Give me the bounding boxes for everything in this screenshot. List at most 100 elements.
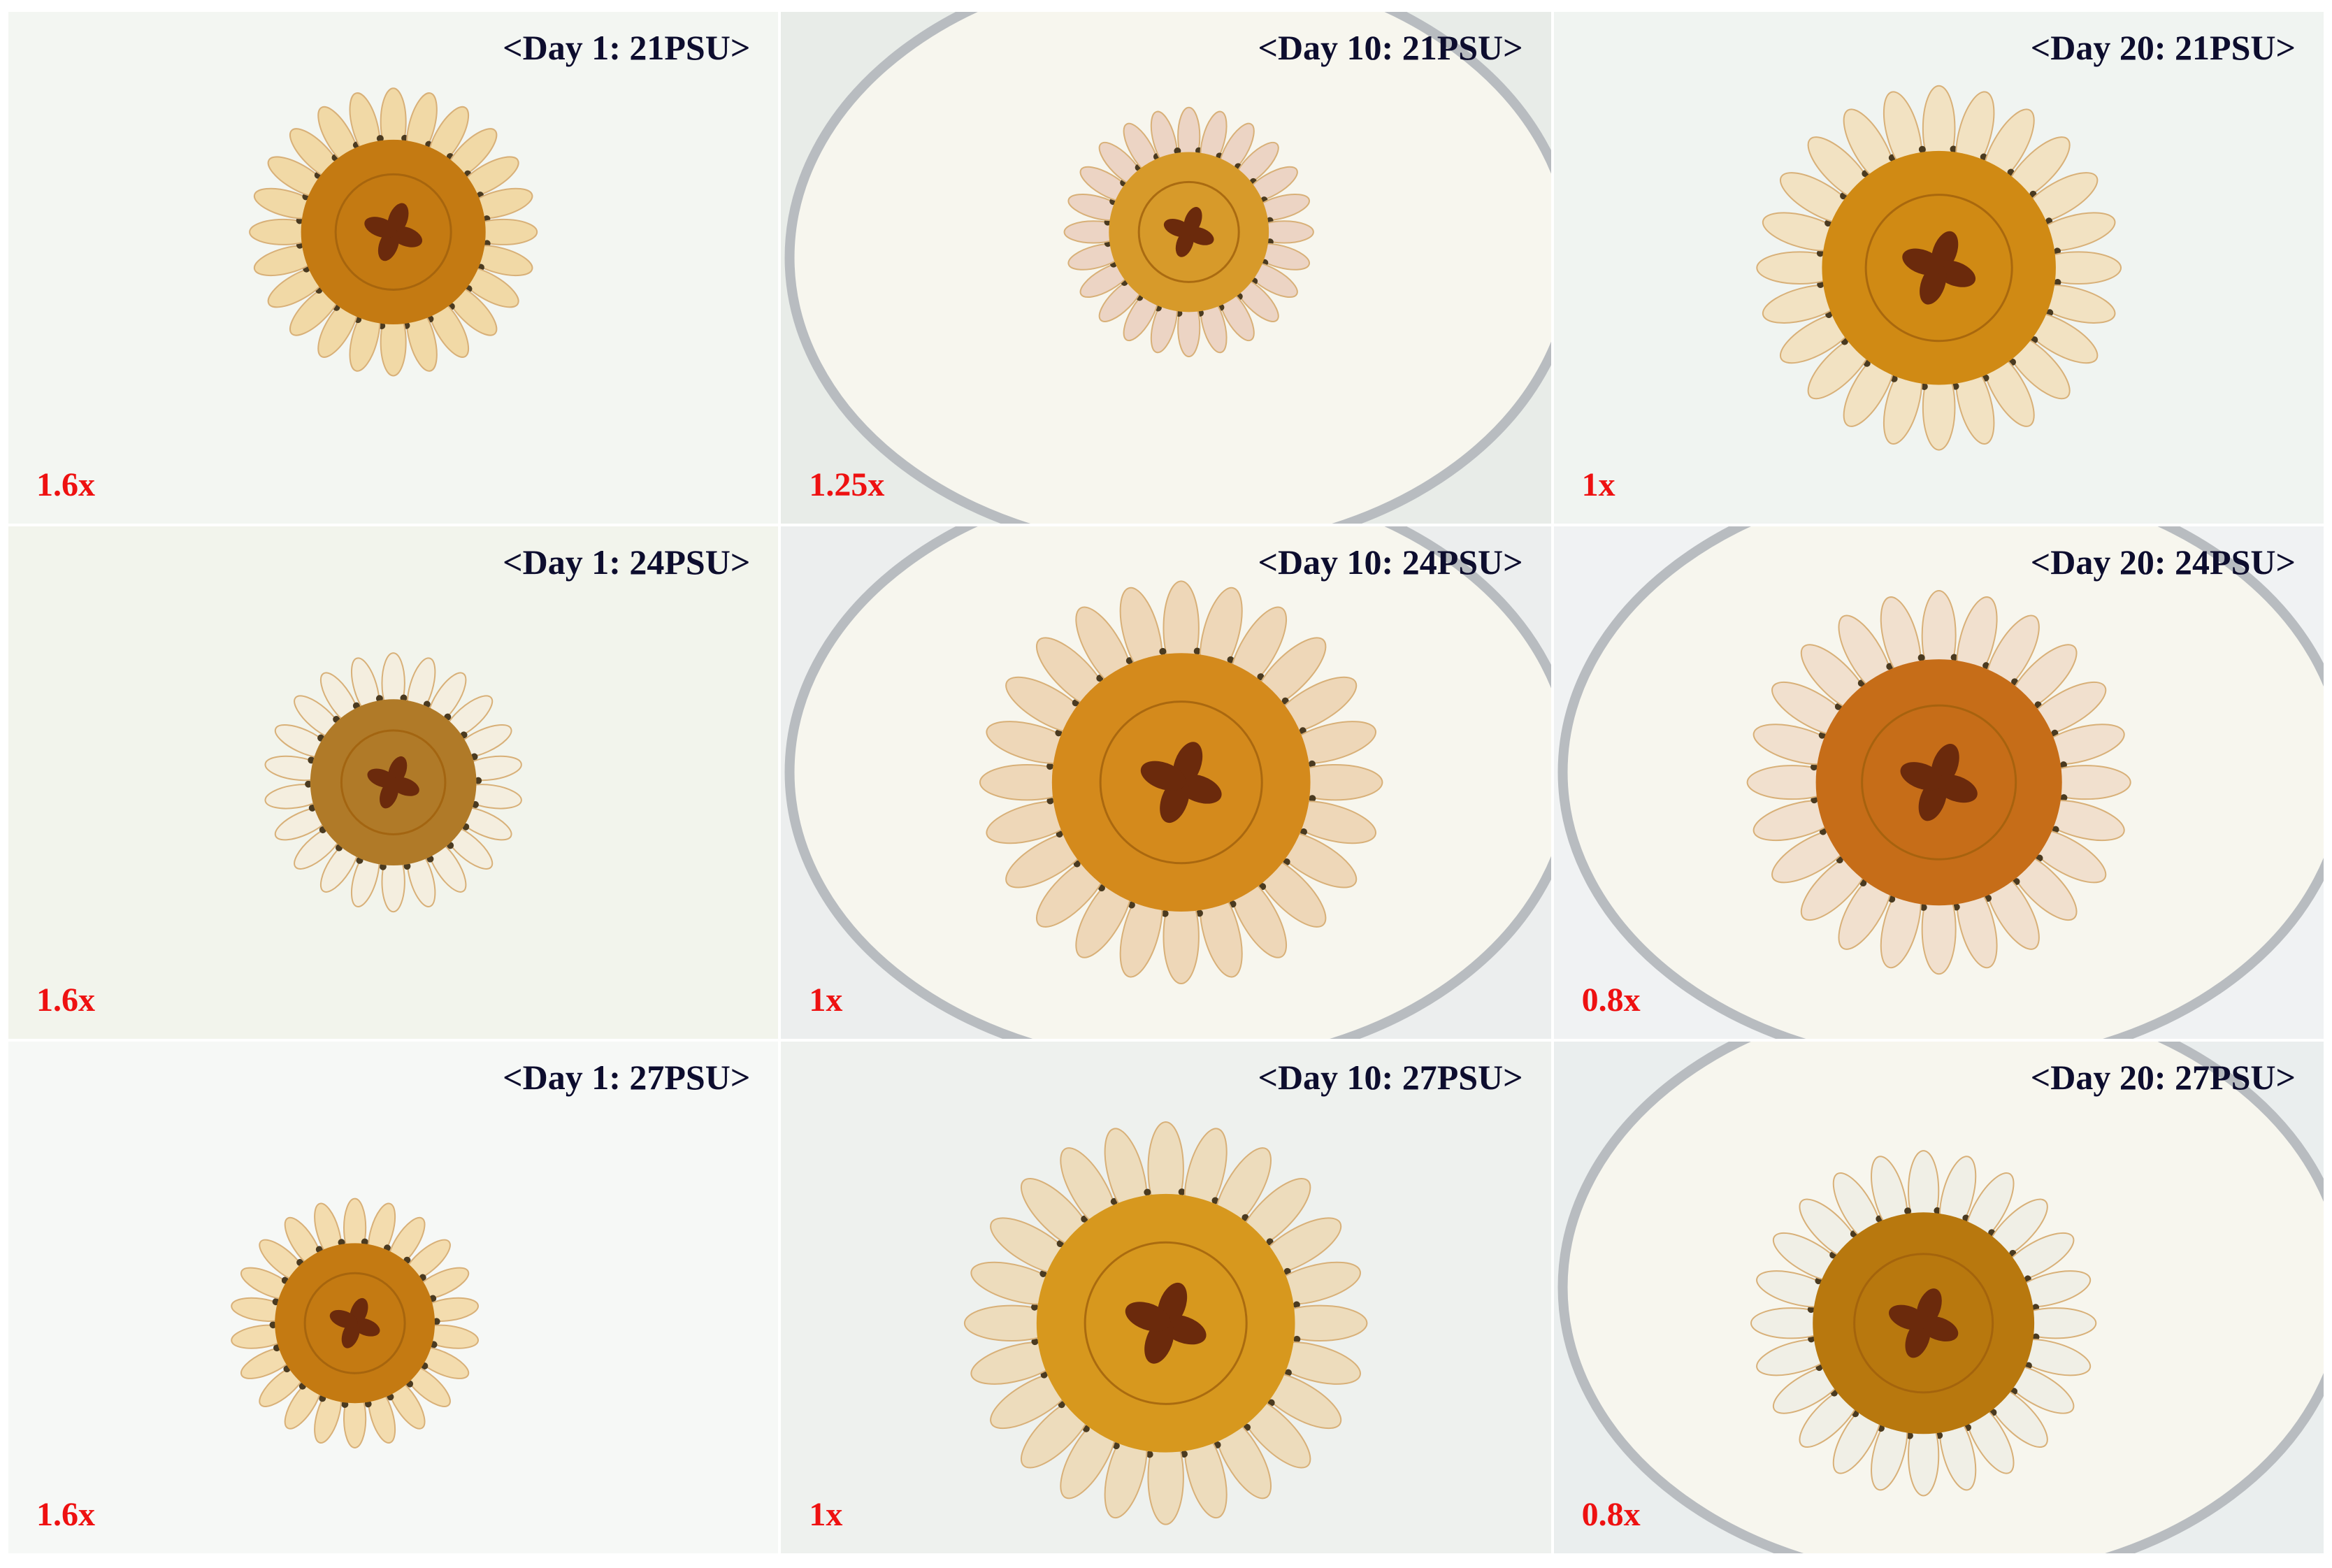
magnification: 1x xyxy=(1581,466,1615,504)
micrograph-panel: <Day 20: 24PSU> 0.8x xyxy=(1553,526,2324,1039)
rhopalium xyxy=(1055,729,1063,737)
rhopalium xyxy=(433,1318,440,1325)
rhopalium xyxy=(1285,1369,1293,1376)
panel-label: <Day 10: 27PSU> xyxy=(1258,1057,1523,1097)
rhopalium xyxy=(1227,656,1235,664)
micrograph xyxy=(964,1121,1368,1525)
rhopalium xyxy=(1309,795,1316,803)
rhopalium xyxy=(1196,909,1204,917)
jellyfish xyxy=(1063,106,1315,358)
image-grid: <Day 1: 21PSU> 1.6x <Day 10: 21PSU> 1.25x <D… xyxy=(8,12,2324,1553)
rhopalium xyxy=(1934,1207,1941,1214)
rhopalium xyxy=(1918,145,1926,153)
rhopalium xyxy=(1046,763,1054,770)
jellyfish xyxy=(1755,85,2122,451)
rhopalium xyxy=(1211,1197,1219,1204)
manubrium xyxy=(1164,219,1193,238)
rhopalium xyxy=(1181,1450,1188,1458)
manubrium xyxy=(1888,1304,1927,1330)
magnification: 1x xyxy=(809,981,843,1019)
jellyfish xyxy=(1750,1149,2096,1497)
jellyfish xyxy=(249,87,538,377)
panel-label: <Day 10: 21PSU> xyxy=(1258,28,1523,67)
rhopalium xyxy=(1159,648,1167,656)
panel-label: <Day 1: 24PSU> xyxy=(503,542,751,582)
rhopalium xyxy=(475,777,482,784)
rhopalium xyxy=(1146,1451,1153,1458)
rhopalium xyxy=(1906,1432,1913,1439)
rhopalium xyxy=(1039,1269,1047,1277)
manubrium xyxy=(1125,1301,1171,1332)
rhopalium xyxy=(1144,1188,1151,1196)
rhopalium xyxy=(1161,910,1169,918)
rhopalium xyxy=(2032,1333,2040,1341)
rhopalium xyxy=(1046,797,1054,805)
micrograph xyxy=(785,526,1551,1039)
panel-label: <Day 20: 24PSU> xyxy=(2030,542,2296,582)
rhopalium xyxy=(1293,1335,1301,1343)
manubrium xyxy=(1900,762,1943,791)
micrograph-panel: <Day 1: 27PSU> 1.6x xyxy=(8,1041,779,1553)
rhopalium xyxy=(1811,796,1818,804)
rhopalium xyxy=(1128,901,1136,909)
panel-label: <Day 1: 21PSU> xyxy=(503,28,751,67)
panel-label: <Day 20: 27PSU> xyxy=(2030,1057,2296,1097)
micrograph-panel: <Day 20: 21PSU> 1x xyxy=(1553,12,2324,524)
panel-label: <Day 20: 21PSU> xyxy=(2030,28,2296,67)
manubrium xyxy=(1141,761,1186,791)
rhopalium xyxy=(1950,654,1958,661)
jellyfish xyxy=(964,1121,1368,1525)
micrograph xyxy=(1557,526,2324,1039)
manubrium xyxy=(1901,248,1943,275)
rhopalium xyxy=(1917,654,1925,662)
rhopalium xyxy=(1950,145,1957,153)
rhopalium xyxy=(1920,382,1928,390)
rhopalium xyxy=(269,1321,277,1328)
micrograph-panel: <Day 1: 24PSU> 1.6x xyxy=(8,526,779,1039)
micrograph xyxy=(1755,85,2122,451)
manubrium xyxy=(364,217,397,238)
rhopalium xyxy=(1920,904,1927,912)
magnification: 1.6x xyxy=(36,1495,95,1533)
micrograph-panel: <Day 10: 27PSU> 1x xyxy=(781,1041,1551,1553)
magnification: 1.6x xyxy=(36,466,95,504)
magnification: 0.8x xyxy=(1581,981,1641,1019)
micrograph xyxy=(1557,1041,2324,1553)
rhopalium xyxy=(1300,828,1308,836)
panel-label: <Day 10: 24PSU> xyxy=(1258,542,1523,582)
rhopalium xyxy=(2054,279,2061,287)
rhopalium xyxy=(2059,761,2067,769)
micrograph-panel: <Day 10: 21PSU> 1.25x xyxy=(781,12,1551,524)
jellyfish xyxy=(264,652,522,913)
micrograph-panel: <Day 1: 21PSU> 1.6x xyxy=(8,12,779,524)
panel-label: <Day 1: 27PSU> xyxy=(503,1057,751,1097)
rhopalium xyxy=(1179,1188,1186,1195)
micrograph xyxy=(785,12,1551,524)
rhopalium xyxy=(1293,1301,1301,1309)
magnification: 1.25x xyxy=(809,466,885,504)
rhopalium xyxy=(1903,1207,1911,1214)
rhopalium xyxy=(1194,647,1202,655)
rhopalium xyxy=(1309,761,1316,768)
rhopalium xyxy=(1816,250,1824,257)
magnification: 0.8x xyxy=(1581,1495,1641,1533)
magnification: 1x xyxy=(809,1495,843,1533)
jellyfish xyxy=(1746,590,2131,975)
rhopalium xyxy=(305,780,312,789)
magnification: 1.6x xyxy=(36,981,95,1019)
micrograph xyxy=(231,1197,479,1448)
rhopalium xyxy=(1031,1337,1039,1345)
micrograph-panel: <Day 10: 24PSU> 1x xyxy=(781,526,1551,1039)
rhopalium xyxy=(376,135,384,143)
rhopalium xyxy=(1031,1303,1039,1311)
micrograph xyxy=(249,87,538,377)
jellyfish xyxy=(979,580,1383,985)
manubrium xyxy=(367,768,396,789)
jellyfish xyxy=(231,1197,479,1448)
rhopalium xyxy=(1810,763,1818,771)
rhopalium xyxy=(1952,903,1960,911)
manubrium xyxy=(329,1309,358,1328)
rhopalium xyxy=(1807,1305,1815,1313)
micrograph-panel: <Day 20: 27PSU> 0.8x xyxy=(1553,1041,2324,1553)
